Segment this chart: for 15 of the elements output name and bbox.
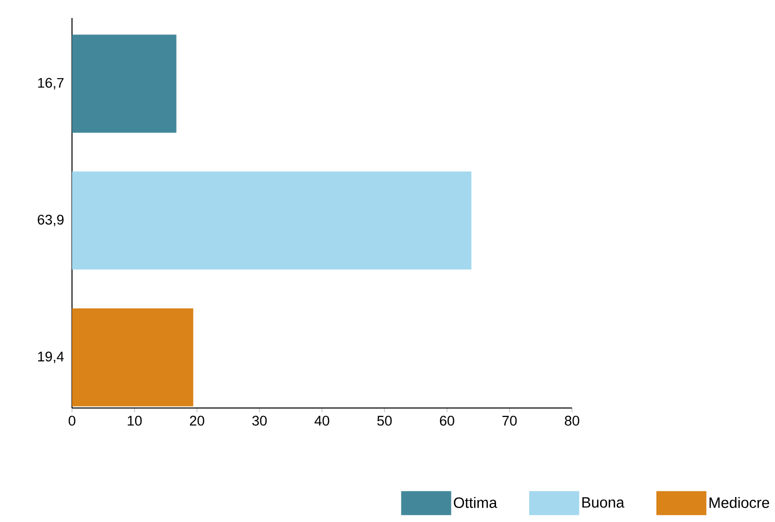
- legend-label: Mediocre: [710, 497, 770, 508]
- x-tick-label: 20: [190, 416, 204, 426]
- x-tick-label: 40: [314, 416, 330, 426]
- x-tick-label: 80: [564, 416, 580, 426]
- x-tick-label: 50: [377, 416, 392, 426]
- legend-label: Ottima: [454, 497, 498, 508]
- y-tick-label: 63,9: [38, 214, 64, 226]
- y-tick-label: 19,4: [38, 352, 64, 364]
- x-tick-label: 70: [502, 416, 517, 426]
- x-tick-label: 0: [68, 416, 76, 426]
- x-tick-label: 60: [440, 416, 454, 426]
- y-tick-label: 16,7: [38, 78, 64, 90]
- x-tick-label: 10: [128, 416, 142, 426]
- legend-label: Buona: [582, 497, 624, 508]
- x-tick-label: 30: [252, 416, 267, 426]
